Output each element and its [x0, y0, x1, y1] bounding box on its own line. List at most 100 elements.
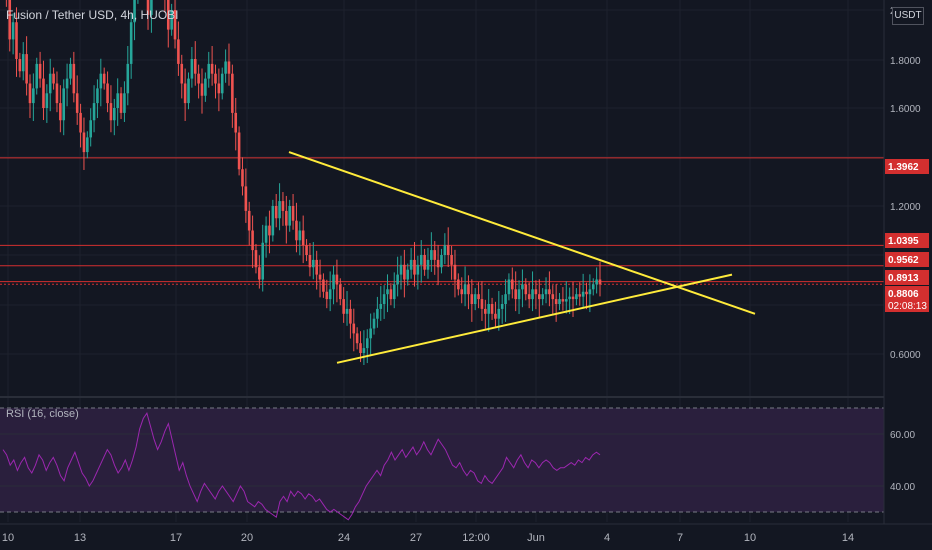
candle-body	[443, 245, 447, 255]
candle-body	[247, 210, 251, 231]
candle-body	[214, 73, 217, 84]
candle-body	[69, 63, 72, 79]
candle-body	[166, 0, 170, 30]
candle-body	[561, 299, 565, 302]
candle-body	[426, 259, 430, 270]
candle-body	[392, 284, 396, 300]
candle-body	[416, 264, 420, 275]
currency-unit[interactable]: USDT	[892, 7, 924, 25]
trendline	[336, 273, 733, 364]
candle-body	[126, 63, 130, 94]
candle-body	[180, 63, 184, 84]
price-tag	[885, 159, 929, 174]
candle-body	[59, 103, 62, 121]
candle-body	[318, 274, 322, 280]
candle-body	[82, 132, 86, 153]
candle-body	[204, 78, 207, 96]
candle-body	[234, 112, 238, 133]
candle-body	[25, 54, 28, 84]
time-tick-label: 14	[842, 532, 854, 544]
candle-body	[52, 73, 55, 84]
candle-body	[150, 0, 153, 15]
candle-body	[224, 61, 227, 74]
candle-body	[541, 294, 544, 300]
candle-body	[42, 78, 45, 108]
rsi-label: RSI (16, close)	[6, 408, 79, 420]
candle-body	[406, 269, 410, 280]
candle-body	[450, 255, 453, 265]
candle-body	[75, 93, 79, 113]
candle-body	[369, 328, 372, 339]
candle-body	[396, 274, 399, 285]
candle-body	[183, 83, 187, 104]
candle-body	[190, 59, 194, 79]
candle-body	[335, 274, 339, 285]
price-tag	[885, 252, 929, 267]
candle-body	[581, 291, 585, 297]
chart-title: Fusion / Tether USD, 4h, HUOBI	[6, 8, 179, 22]
candle-body	[315, 259, 318, 275]
candle-body	[389, 289, 393, 300]
price-tag-label: 1.3962	[888, 162, 919, 173]
candle-body	[220, 73, 224, 94]
candle-body	[237, 132, 241, 170]
candle-body	[423, 255, 426, 270]
price-tick-label: 0.6000	[890, 350, 921, 361]
candle-body	[177, 39, 180, 64]
candle-body	[460, 289, 464, 295]
price-tick-label: 1.2000	[890, 202, 921, 213]
candle-body	[440, 255, 443, 268]
candle-body	[271, 206, 275, 236]
candle-body	[298, 230, 302, 241]
candle-body	[285, 210, 288, 226]
time-tick-label: 17	[170, 532, 182, 544]
candle-body	[113, 108, 116, 121]
candle-body	[403, 264, 406, 280]
candle-body	[477, 294, 480, 300]
candle-body	[382, 294, 386, 304]
candle-body	[116, 93, 119, 108]
time-axis	[0, 524, 932, 550]
candle-body	[45, 93, 49, 108]
candle-body	[21, 54, 25, 72]
candle-body	[595, 279, 598, 285]
candle-body	[433, 250, 437, 260]
candle-body	[92, 103, 96, 121]
candle-body	[436, 259, 440, 268]
candle-body	[598, 279, 602, 285]
candle-body	[349, 308, 352, 324]
candle-body	[305, 245, 308, 255]
candle-body	[207, 63, 211, 79]
candle-body	[352, 323, 356, 334]
candle-body	[210, 63, 214, 74]
candle-body	[261, 242, 265, 280]
candle-body	[511, 279, 514, 290]
candle-body	[86, 137, 89, 153]
time-tick-label: 12:00	[462, 532, 490, 544]
time-tick-label: 4	[604, 532, 610, 544]
candle-body	[15, 22, 18, 59]
time-tick-label: 10	[744, 532, 756, 544]
candle-body	[281, 201, 285, 211]
candle-body	[490, 304, 494, 314]
candle-body	[227, 61, 231, 74]
time-tick-label: 7	[677, 532, 683, 544]
price-tag-label: 1.0395	[888, 236, 919, 247]
candle-body	[301, 230, 305, 246]
candle-body	[413, 259, 416, 275]
time-tick-label: 27	[410, 532, 422, 544]
candle-body	[386, 289, 389, 295]
candle-body	[312, 259, 315, 268]
candle-body	[548, 289, 551, 295]
candle-body	[170, 10, 173, 30]
candle-body	[251, 230, 254, 251]
price-tag	[885, 270, 929, 285]
candle-body	[504, 294, 507, 304]
candle-body	[123, 93, 126, 113]
candle-body	[119, 93, 123, 113]
candle-body	[102, 73, 106, 84]
candle-body	[544, 289, 548, 295]
candle-body	[35, 63, 39, 89]
candle-body	[268, 225, 271, 236]
